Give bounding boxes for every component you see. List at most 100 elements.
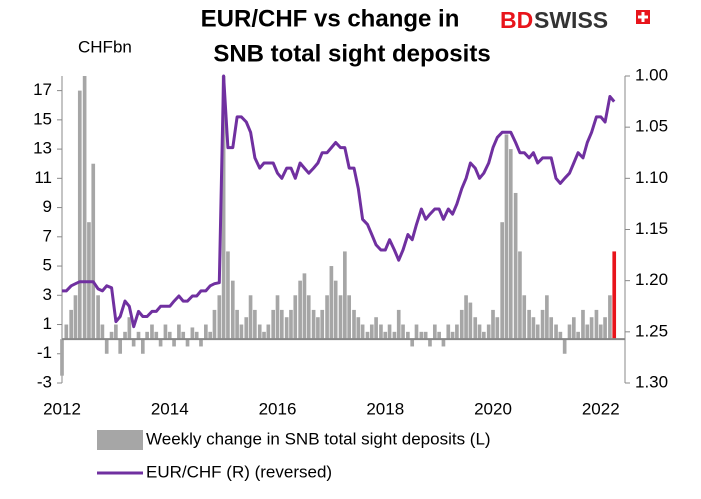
- bar: [114, 324, 118, 340]
- bar: [311, 309, 316, 340]
- bar: [419, 331, 424, 340]
- bar: [262, 331, 266, 340]
- bar: [464, 295, 468, 340]
- y-tick-label: 15: [33, 109, 52, 128]
- bar: [432, 324, 437, 340]
- bar: [455, 324, 459, 340]
- y2-tick-label: 1.20: [635, 270, 668, 289]
- bar: [477, 324, 482, 340]
- bar: [513, 192, 518, 340]
- bar: [571, 317, 576, 340]
- bar: [360, 324, 365, 340]
- bar: [379, 324, 383, 340]
- bar: [194, 331, 199, 340]
- bar: [96, 295, 100, 340]
- bar: [69, 309, 73, 340]
- bar: [383, 331, 388, 340]
- legend-label: EUR/CHF (R) (reversed): [146, 462, 332, 481]
- x-tick-label: 2018: [366, 399, 404, 418]
- bar: [486, 324, 491, 340]
- bar: [585, 324, 590, 340]
- bar: [177, 324, 181, 340]
- bar: [527, 309, 531, 340]
- x-tick-label: 2022: [582, 399, 620, 418]
- bar: [473, 317, 478, 340]
- bar: [109, 331, 114, 340]
- bar: [204, 324, 208, 340]
- bar: [235, 309, 239, 340]
- bar: [145, 331, 149, 340]
- y-tick-label: -1: [37, 343, 52, 362]
- bar: [540, 309, 545, 340]
- y-tick-label: 1: [43, 314, 52, 333]
- y-tick-label: 13: [33, 139, 52, 158]
- bar: [60, 339, 64, 376]
- y-tick-label: 5: [43, 256, 52, 275]
- bar: [212, 309, 217, 340]
- bar: [199, 339, 203, 347]
- bar: [266, 324, 271, 340]
- bar: [558, 331, 563, 340]
- bar: [118, 339, 123, 354]
- bar: [468, 302, 473, 340]
- bar: [594, 309, 599, 340]
- bar: [167, 331, 172, 340]
- bar: [392, 331, 397, 340]
- bar: [410, 339, 415, 347]
- y-tick-label: 11: [34, 168, 52, 187]
- bar: [401, 324, 405, 340]
- bar: [441, 339, 446, 347]
- bar: [459, 309, 464, 340]
- bar: [123, 331, 127, 340]
- bar: [140, 339, 145, 354]
- legend-swatch: [97, 430, 143, 450]
- bar: [127, 317, 132, 340]
- bar: [598, 324, 603, 340]
- y-tick-label: -3: [37, 372, 52, 391]
- y2-tick-label: 1.05: [635, 117, 668, 136]
- bar: [163, 324, 168, 340]
- bar: [91, 163, 96, 340]
- bar: [302, 273, 307, 340]
- bar: [612, 251, 617, 340]
- bar: [423, 331, 428, 340]
- bar: [333, 280, 338, 340]
- bar: [396, 309, 401, 340]
- bar: [131, 339, 136, 347]
- bar: [450, 331, 455, 340]
- bar: [150, 324, 154, 340]
- bar: [221, 76, 226, 340]
- bar: [365, 331, 370, 340]
- bar: [437, 331, 441, 340]
- bar: [549, 317, 554, 340]
- line: [62, 74, 616, 329]
- bar: [562, 339, 567, 354]
- bar: [531, 317, 536, 340]
- brand: BD: [500, 7, 533, 33]
- bar: [257, 324, 262, 340]
- bar: [387, 324, 392, 340]
- bar: [325, 295, 329, 340]
- chart-title: EUR/CHF vs change in: [201, 5, 460, 32]
- legend-label: Weekly change in SNB total sight deposit…: [146, 429, 491, 448]
- bar: [77, 90, 82, 340]
- bar: [343, 251, 347, 340]
- bar: [608, 295, 612, 340]
- bar: [190, 327, 195, 340]
- bar: [352, 309, 356, 340]
- bar: [253, 309, 257, 340]
- bar: [306, 295, 311, 340]
- bar: [284, 317, 289, 340]
- bar: [374, 317, 378, 340]
- x-tick-label: 2016: [259, 399, 297, 418]
- bar: [244, 317, 249, 340]
- bar: [545, 295, 549, 340]
- bar: [64, 324, 69, 340]
- bar: [217, 295, 222, 340]
- bar: [320, 309, 325, 340]
- x-tick-label: 2020: [474, 399, 512, 418]
- bar: [185, 339, 190, 347]
- bar: [239, 324, 244, 340]
- bar: [158, 339, 163, 347]
- y-tick-label: 17: [33, 80, 52, 99]
